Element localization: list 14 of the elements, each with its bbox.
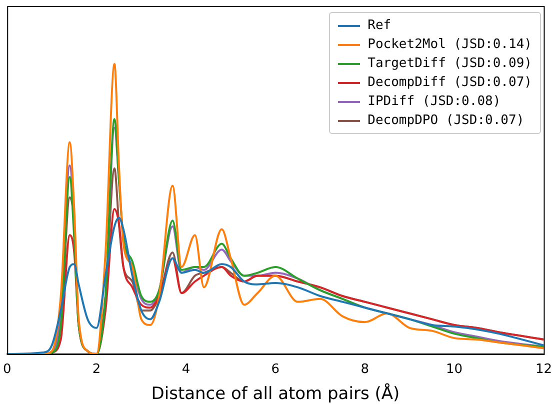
x-tick-label: 10 — [446, 362, 463, 378]
x-tick-label: 6 — [271, 362, 280, 378]
x-tick-label: 12 — [535, 362, 552, 378]
x-tick-label: 2 — [92, 362, 101, 378]
x-tick-label: 8 — [360, 362, 370, 378]
legend-label: Ref — [368, 18, 392, 33]
legend-label: DecompDiff (JSD:0.07) — [368, 75, 532, 90]
x-tick-label: 0 — [2, 362, 12, 378]
legend-label: IPDiff (JSD:0.08) — [368, 94, 501, 109]
legend-label: TargetDiff (JSD:0.09) — [368, 56, 532, 71]
x-tick-label: 4 — [182, 362, 190, 378]
legend-label: Pocket2Mol (JSD:0.14) — [368, 37, 532, 52]
legend-label: DecompDPO (JSD:0.07) — [368, 113, 524, 128]
x-axis-title: Distance of all atom pairs (Å) — [151, 383, 400, 404]
